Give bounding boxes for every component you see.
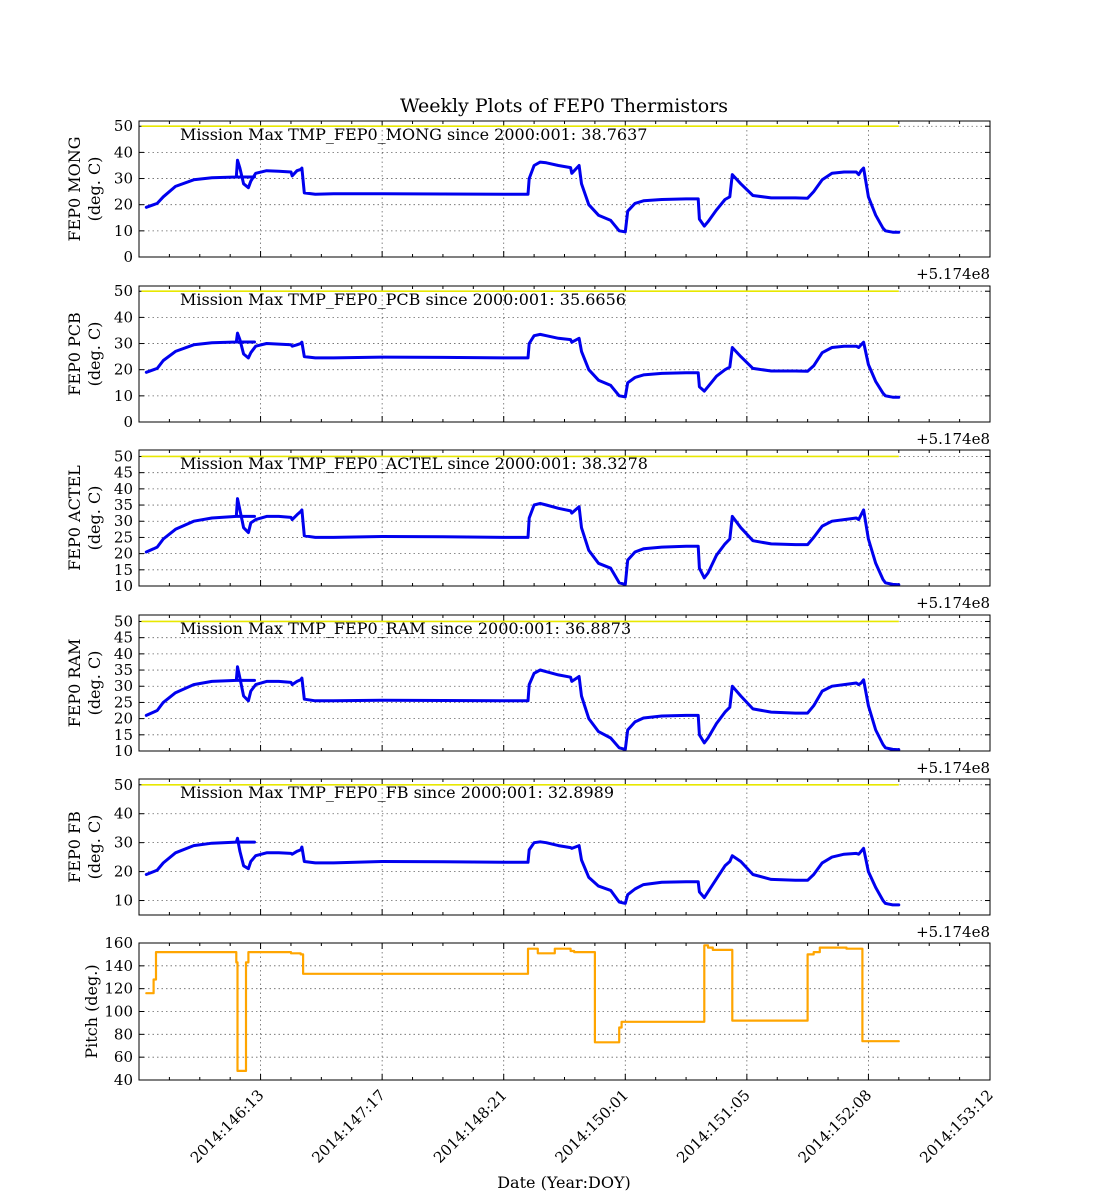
axes-frame	[138, 942, 991, 1081]
y-tick-label: 35	[114, 661, 133, 679]
x-offset-label: +5.174e8	[916, 594, 990, 612]
x-offset-label: +5.174e8	[916, 430, 990, 448]
y-tick-label: 15	[114, 561, 133, 579]
y-tick-label: 50	[114, 612, 133, 630]
y-tick-label: 40	[114, 308, 133, 326]
temperature-series-line	[144, 665, 901, 752]
y-tick-label: 20	[114, 196, 133, 214]
y-tick-label: 35	[114, 496, 133, 514]
y-tick-label: 40	[114, 805, 133, 823]
y-tick-label: 30	[114, 335, 133, 353]
mission-max-annotation: Mission Max TMP_FEP0_ACTEL since 2000:00…	[180, 454, 648, 473]
y-axis-label-line: FEP0 RAM	[65, 639, 84, 728]
y-tick-label: 0	[123, 413, 133, 431]
x-axis-label: Date (Year:DOY)	[497, 1173, 631, 1192]
y-axis-label: FEP0 RAM(deg. C)	[65, 639, 104, 728]
y-tick-label: 30	[114, 834, 133, 852]
temperature-series-line	[144, 497, 901, 587]
y-tick-label: 60	[114, 1048, 133, 1066]
subplot-panels: 0 10 20 30 40 50 Mission Max TMP_FEP0_MONG sin…	[65, 117, 991, 1089]
y-tick-label: 30	[114, 512, 133, 530]
temperature-series-line	[144, 331, 901, 399]
x-tick-label: 2014:150:01	[552, 1086, 633, 1167]
temperature-series-line	[144, 836, 901, 907]
y-tick-label: 10	[114, 387, 133, 405]
pitch-series-line	[145, 944, 900, 1073]
axes-frame	[138, 614, 991, 752]
y-tick-label: 45	[114, 464, 133, 482]
subplot-5: 10 20 30 40 50 Mission Max TMP_FEP0_FB since …	[65, 776, 991, 941]
temperature-series-line	[144, 158, 901, 234]
y-axis-label: FEP0 ACTEL(deg. C)	[65, 465, 104, 571]
x-tick-label: 2014:146:13	[187, 1086, 268, 1167]
y-axis-label-line: (deg. C)	[85, 157, 104, 222]
x-tick-label: 2014:153:12	[916, 1086, 997, 1167]
y-tick-label: 10	[114, 222, 133, 240]
y-tick-label: 40	[114, 645, 133, 663]
x-offset-label: +5.174e8	[916, 923, 990, 941]
y-tick-label: 10	[114, 892, 133, 910]
y-axis-label-line: FEP0 FB	[65, 811, 84, 883]
y-axis-label-line: (deg. C)	[85, 651, 104, 716]
x-offset-label: +5.174e8	[916, 265, 990, 283]
axes-frame	[138, 120, 991, 258]
axes-frame	[138, 285, 991, 423]
y-tick-label: 20	[114, 863, 133, 881]
y-tick-label: 15	[114, 726, 133, 744]
y-tick-label: 50	[114, 282, 133, 300]
subplot-2: 0 10 20 30 40 50 Mission Max TMP_FEP0_PCB sinc…	[65, 282, 991, 448]
y-tick-label: 25	[114, 528, 133, 546]
y-tick-label: 80	[114, 1025, 133, 1043]
x-tick-label: 2014:151:05	[673, 1086, 754, 1167]
y-tick-label: 30	[114, 170, 133, 188]
y-axis-label: FEP0 MONG(deg. C)	[65, 136, 104, 241]
y-tick-label: 45	[114, 629, 133, 647]
y-tick-label: 50	[114, 447, 133, 465]
y-axis-label: FEP0 FB(deg. C)	[65, 811, 104, 883]
axes-frame	[138, 778, 991, 916]
y-tick-label: 40	[114, 143, 133, 161]
y-axis-label-line: FEP0 MONG	[65, 136, 84, 241]
y-tick-label: 140	[104, 957, 133, 975]
y-tick-label: 120	[104, 980, 133, 998]
y-axis-label: Pitch (deg.)	[82, 964, 101, 1058]
y-tick-label: 10	[114, 742, 133, 760]
x-tick-label: 2014:152:08	[795, 1086, 876, 1167]
y-axis-label: FEP0 PCB(deg. C)	[65, 312, 104, 396]
y-tick-label: 20	[114, 361, 133, 379]
y-axis-label-line: Pitch (deg.)	[82, 964, 101, 1058]
y-axis-label-line: (deg. C)	[85, 486, 104, 551]
y-axis-label-line: (deg. C)	[85, 322, 104, 387]
y-tick-label: 40	[114, 1071, 133, 1089]
mission-max-annotation: Mission Max TMP_FEP0_MONG since 2000:001…	[180, 125, 647, 144]
axes-frame	[138, 449, 991, 587]
y-tick-label: 100	[104, 1003, 133, 1021]
y-tick-label: 25	[114, 693, 133, 711]
y-axis-label-line: FEP0 PCB	[65, 312, 84, 396]
y-axis-label-line: (deg. C)	[85, 815, 104, 880]
subplot-1: 0 10 20 30 40 50 Mission Max TMP_FEP0_MONG sin…	[65, 117, 991, 283]
y-tick-label: 40	[114, 480, 133, 498]
y-tick-label: 0	[123, 248, 133, 266]
y-tick-label: 30	[114, 677, 133, 695]
x-tick-labels: 2014:146:13 2014:147:17 2014:148:21 2014:15…	[187, 1086, 997, 1167]
y-tick-label: 160	[104, 934, 133, 952]
x-tick-label: 2014:147:17	[308, 1086, 389, 1167]
y-axis-label-line: FEP0 ACTEL	[65, 465, 84, 571]
figure-title: Weekly Plots of FEP0 Thermistors	[400, 95, 728, 117]
y-tick-label: 20	[114, 710, 133, 728]
y-tick-label: 20	[114, 545, 133, 563]
y-tick-label: 50	[114, 117, 133, 135]
x-offset-label: +5.174e8	[916, 759, 990, 777]
mission-max-annotation: Mission Max TMP_FEP0_RAM since 2000:001:…	[180, 619, 631, 638]
mission-max-annotation: Mission Max TMP_FEP0_PCB since 2000:001:…	[180, 290, 626, 309]
x-tick-label: 2014:148:21	[430, 1086, 511, 1167]
y-tick-label: 10	[114, 577, 133, 595]
y-tick-label: 50	[114, 776, 133, 794]
mission-max-annotation: Mission Max TMP_FEP0_FB since 2000:001: …	[180, 783, 614, 802]
